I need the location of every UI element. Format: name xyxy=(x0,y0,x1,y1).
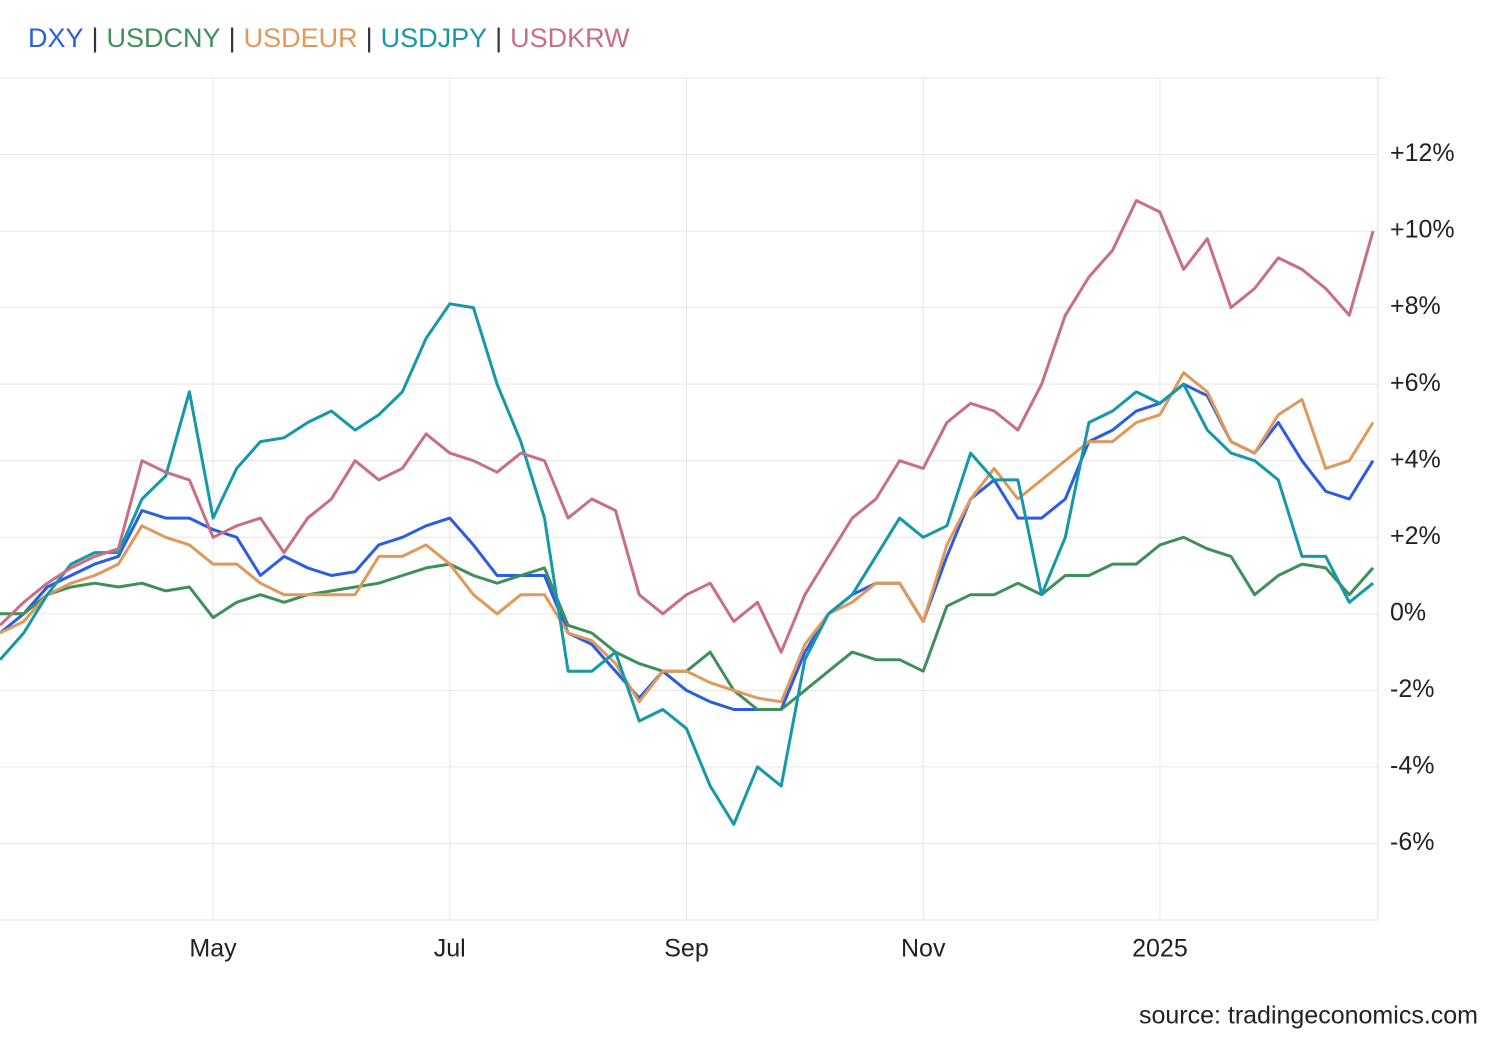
y-tick-label: +6% xyxy=(1390,369,1441,397)
legend-entry: USDJPY xyxy=(381,23,488,53)
y-tick-label: -2% xyxy=(1390,675,1434,703)
y-tick-label: +2% xyxy=(1390,522,1441,550)
legend-separator: | xyxy=(495,23,502,53)
y-tick-label: -4% xyxy=(1390,752,1434,780)
legend-entry: USDKRW xyxy=(510,23,630,53)
x-tick-label: Jul xyxy=(434,935,466,963)
y-tick-label: +8% xyxy=(1390,292,1441,320)
x-tick-label: 2025 xyxy=(1132,935,1188,963)
series-line xyxy=(0,199,1375,654)
legend: DXY | USDCNY | USDEUR | USDJPY | USDKRW xyxy=(28,23,630,53)
source: source: tradingeconomics.com xyxy=(1139,1002,1478,1030)
series-line xyxy=(0,382,1375,711)
x-tick-label: Nov xyxy=(901,935,946,963)
legend-entry: USDCNY xyxy=(107,23,221,53)
legend-separator: | xyxy=(229,23,236,53)
legend-separator: | xyxy=(92,23,99,53)
y-tick-label: +12% xyxy=(1390,139,1455,167)
x-tick-label: Sep xyxy=(664,935,708,963)
x-tick-label: May xyxy=(189,935,237,963)
series-line xyxy=(0,371,1375,704)
series-line xyxy=(0,302,1374,826)
y-tick-label: 0% xyxy=(1390,598,1426,626)
y-tick-label: +10% xyxy=(1390,216,1455,244)
y-tick-label: +4% xyxy=(1390,445,1441,473)
legend-entry: DXY xyxy=(28,23,84,53)
y-tick-label: -6% xyxy=(1390,828,1434,856)
legend-entry: USDEUR xyxy=(244,23,358,53)
legend-separator: | xyxy=(366,23,373,53)
